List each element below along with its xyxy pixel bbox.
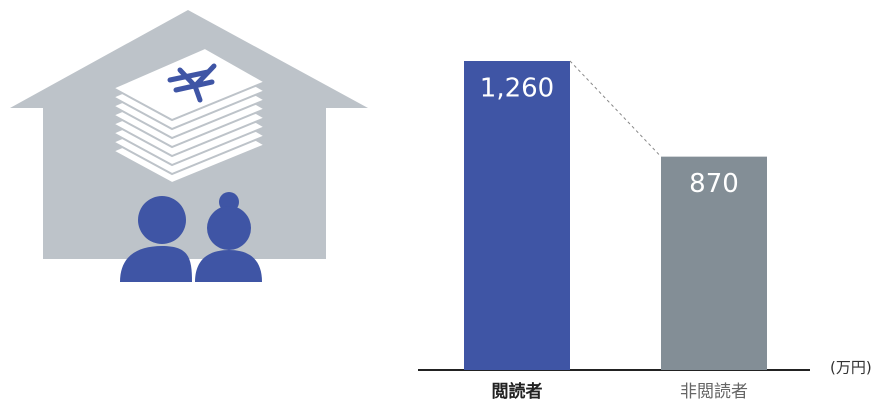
unit-label: (万円) — [830, 359, 872, 377]
value-label: 1,260 — [480, 74, 554, 104]
illustration — [10, 10, 368, 282]
card — [110, 46, 268, 122]
connector — [569, 60, 662, 157]
category-label: 非閲読者 — [680, 382, 748, 402]
yen-sign — [167, 63, 217, 103]
bar — [661, 156, 767, 370]
people — [120, 192, 262, 282]
category-label: 閲読者 — [492, 381, 543, 402]
money-stack — [110, 46, 268, 185]
bar — [464, 61, 570, 370]
value-label: 870 — [689, 169, 739, 199]
